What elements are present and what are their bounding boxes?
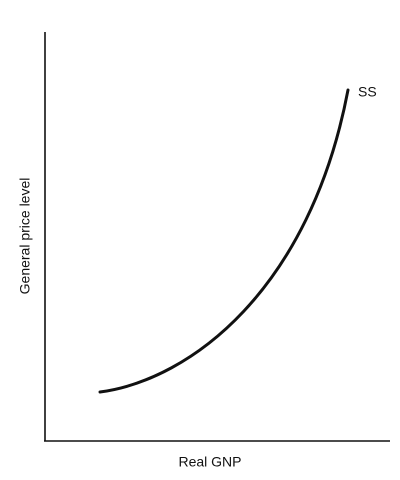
curve-label: SS: [358, 84, 377, 100]
x-axis-label: Real GNP: [178, 454, 241, 470]
ss-curve: [98, 88, 350, 394]
y-axis-label: General price level: [17, 178, 33, 295]
